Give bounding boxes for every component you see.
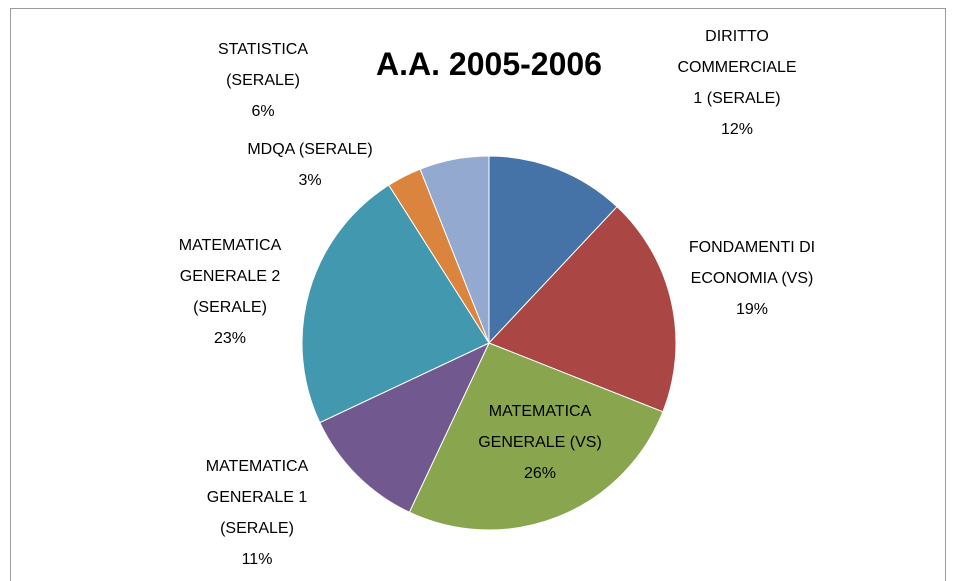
data-label: DIRITTO COMMERCIALE 1 (SERALE) 12% — [675, 21, 800, 145]
data-label: MATEMATICA GENERALE (VS) 26% — [468, 396, 613, 489]
label-name: DIRITTO COMMERCIALE 1 (SERALE) — [677, 28, 797, 107]
pie-slice — [301, 184, 490, 424]
data-label: FONDAMENTI DI ECONOMIA (VS) 19% — [687, 232, 817, 325]
label-value: 26% — [523, 465, 557, 482]
data-label: MDQA (SERALE) 3% — [215, 134, 405, 196]
label-value: 12% — [720, 121, 754, 138]
data-label: STATISTICA (SERALE) 6% — [206, 34, 321, 127]
label-value: 23% — [213, 330, 247, 347]
label-name: MATEMATICA GENERALE 2 (SERALE) — [178, 237, 282, 316]
label-name: MDQA (SERALE) — [247, 141, 373, 158]
label-name: MATEMATICA GENERALE 1 (SERALE) — [205, 458, 309, 537]
chart-title: A.A. 2005-2006 — [376, 46, 602, 82]
data-label: MATEMATICA GENERALE 2 (SERALE) 23% — [171, 230, 289, 354]
data-label: MATEMATICA GENERALE 1 (SERALE) 11% — [198, 451, 316, 575]
pie-slice — [419, 155, 490, 344]
pie-slice — [319, 341, 491, 513]
label-value: 19% — [735, 301, 769, 318]
pie-slice — [488, 205, 677, 413]
label-name: MATEMATICA GENERALE (VS) — [478, 403, 602, 451]
label-value: 11% — [241, 551, 273, 568]
pie-slice — [408, 342, 664, 531]
label-name: FONDAMENTI DI ECONOMIA (VS) — [688, 239, 816, 287]
label-value: 6% — [251, 103, 275, 120]
label-name: STATISTICA (SERALE) — [217, 41, 309, 89]
label-value: 3% — [298, 172, 322, 189]
pie-slice — [488, 155, 618, 345]
